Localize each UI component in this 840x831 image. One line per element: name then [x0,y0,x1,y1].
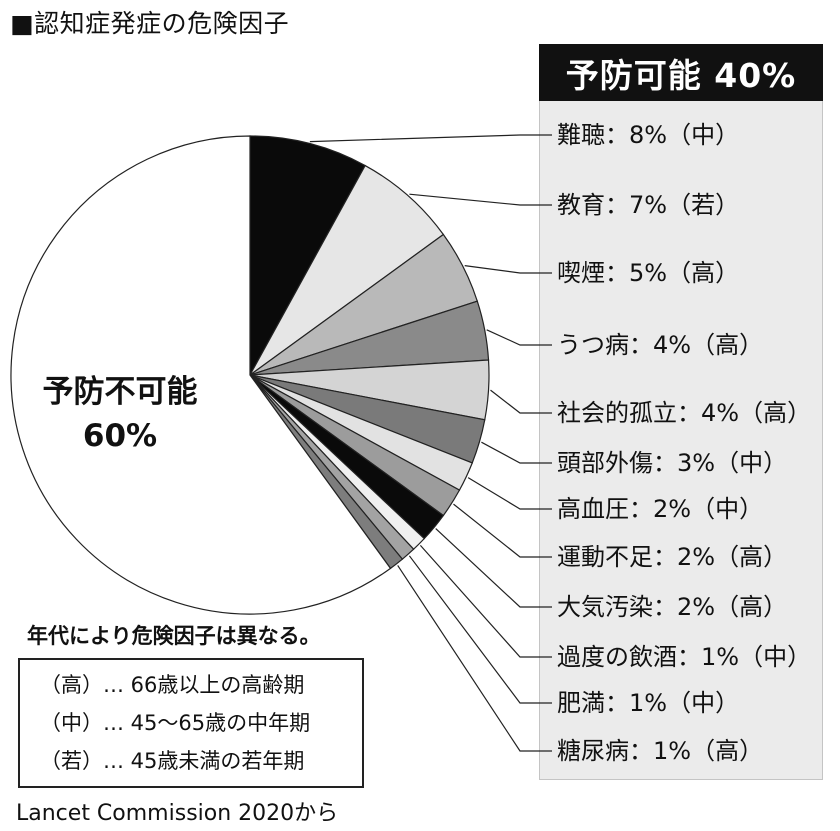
leader-line-1 [309,134,552,143]
legend-row-senior: （高）… 66歳以上の高齢期 [40,673,305,697]
leader-lines [309,134,552,752]
unpreventable-text: 予防不可能 [42,374,198,410]
factor-label-6: 頭部外傷：3%（中） [557,449,788,477]
leader-line-11 [408,555,552,704]
factor-label-2: 教育：7%（若） [557,191,740,219]
factor-label-1: 難聴：8%（中） [557,121,740,149]
pie-slice-2 [249,164,445,376]
factor-label-5: 社会的孤立：4%（高） [557,399,812,427]
unpreventable-percent: 60% [82,418,158,454]
age-legend: （高）… 66歳以上の高齢期 （中）… 45～65歳の中年期 （若）… 45歳未… [18,658,364,788]
factor-label-4: うつ病：4%（高） [557,331,764,359]
leader-line-2 [409,193,552,206]
pie-slice-1 [249,135,366,376]
leader-line-6 [481,441,552,464]
leader-line-12 [397,565,552,752]
factor-label-7: 高血圧：2%（中） [557,495,764,523]
leader-line-5 [490,389,552,414]
factor-label-3: 喫煙：5%（高） [557,259,740,287]
leader-line-8 [453,503,552,558]
leader-line-3 [464,265,552,274]
factor-label-8: 運動不足：2%（高） [557,543,788,571]
pie-slices [10,135,490,615]
legend-row-young: （若）… 45歳未満の若年期 [40,749,305,773]
chart-title: ■認知症発症の危険因子 [10,9,290,38]
preventable-panel [539,44,823,780]
panel-header: 予防可能 40% [539,44,823,101]
factor-label-10: 過度の飲酒：1%（中） [557,643,812,671]
source-credit: Lancet Commission 2020から [16,801,339,826]
pie-slice-13 [10,135,392,615]
leader-line-10 [419,545,552,658]
leader-line-4 [486,329,552,346]
leader-line-9 [435,528,552,608]
unpreventable-label: 予防不可能 60% [30,370,210,458]
factor-label-9: 大気汚染：2%（高） [557,593,788,621]
factor-label-12: 糖尿病：1%（高） [557,737,764,765]
factor-label-11: 肥満：1%（中） [557,689,740,717]
leader-line-7 [467,477,552,510]
legend-row-midlife: （中）… 45～65歳の中年期 [40,711,311,735]
note-title: 年代により危険因子は異なる。 [27,624,321,648]
